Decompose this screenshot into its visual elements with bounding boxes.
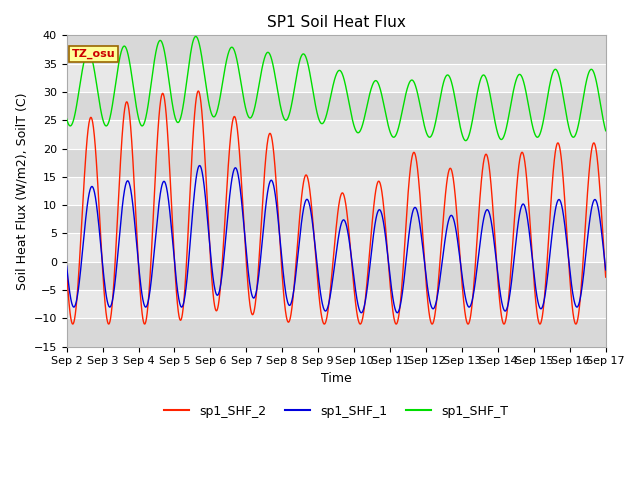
Bar — [67, 36, 605, 64]
Y-axis label: Soil Heat Flux (W/m2), SoilT (C): Soil Heat Flux (W/m2), SoilT (C) — [15, 92, 28, 290]
Bar — [67, 233, 605, 262]
X-axis label: Time: Time — [321, 372, 351, 385]
Bar — [67, 120, 605, 149]
Bar — [67, 318, 605, 347]
Legend: sp1_SHF_2, sp1_SHF_1, sp1_SHF_T: sp1_SHF_2, sp1_SHF_1, sp1_SHF_T — [159, 400, 513, 423]
Bar — [67, 290, 605, 318]
Title: SP1 Soil Heat Flux: SP1 Soil Heat Flux — [267, 15, 406, 30]
Bar — [67, 177, 605, 205]
Text: TZ_osu: TZ_osu — [72, 49, 116, 60]
Bar — [67, 205, 605, 233]
Bar — [67, 92, 605, 120]
Bar — [67, 149, 605, 177]
Bar — [67, 262, 605, 290]
Bar — [67, 64, 605, 92]
